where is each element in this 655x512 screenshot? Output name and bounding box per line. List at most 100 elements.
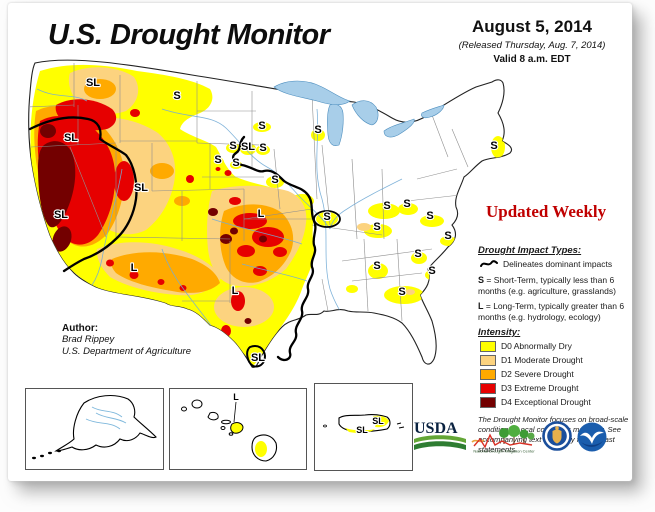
great-lakes bbox=[273, 80, 445, 146]
map-label-s: S bbox=[373, 260, 380, 272]
noaa-sea bbox=[581, 441, 603, 447]
legend-item-d2: D2 Severe Drought bbox=[480, 368, 636, 380]
hawaii-map-label: L bbox=[233, 392, 239, 402]
author-heading: Author: bbox=[62, 323, 99, 334]
valid-time: Valid 8 a.m. EDT bbox=[493, 54, 571, 65]
map-label-sl: SL bbox=[134, 182, 148, 194]
map-label-l: L bbox=[258, 208, 265, 220]
label-pointer-line bbox=[233, 401, 237, 423]
date-block: August 5, 2014 (Released Thursday, Aug. … bbox=[432, 17, 632, 65]
map-label-s: S bbox=[398, 286, 405, 298]
d1-label: D1 Moderate Drought bbox=[501, 355, 583, 366]
map-label-s: S bbox=[428, 265, 435, 277]
legend-item-d1: D1 Moderate Drought bbox=[480, 354, 636, 366]
map-label-s: S bbox=[271, 174, 278, 186]
d3-swatch bbox=[480, 382, 496, 394]
hawaii-svg: L bbox=[181, 391, 278, 462]
hawaii-islands bbox=[181, 399, 234, 436]
map-label-s: S bbox=[490, 140, 497, 152]
map-label-s: S bbox=[232, 157, 239, 169]
short-term-text: = Short-Term, typically less than 6 mont… bbox=[478, 275, 616, 296]
legend-item-d0: D0 Abnormally Dry bbox=[480, 340, 636, 352]
map-label-sl: SL bbox=[251, 352, 265, 364]
drought-monitor-card: U.S. Drought Monitor August 5, 2014 (Rel… bbox=[8, 3, 632, 481]
maui-island bbox=[230, 422, 244, 434]
d4-swatch bbox=[480, 396, 496, 408]
author-name: Brad Rippey bbox=[62, 334, 115, 345]
long-term-text: = Long-Term, typically greater than 6 mo… bbox=[478, 300, 625, 322]
map-label-s: S bbox=[259, 142, 266, 154]
usda-swoosh-dark bbox=[414, 441, 466, 450]
long-term-note: L = Long-Term, typically greater than 6 … bbox=[478, 301, 636, 322]
mona-island bbox=[323, 424, 327, 428]
inset-puerto-rico: SL SL bbox=[314, 383, 413, 471]
delineates-label: Delineates dominant impacts bbox=[503, 259, 613, 269]
usda-logo-text: USDA bbox=[414, 420, 458, 437]
commerce-seal-shield bbox=[552, 429, 562, 444]
map-label-sl: SL bbox=[54, 209, 68, 221]
commerce-seal-crest bbox=[555, 426, 559, 430]
map-label-sl: SL bbox=[64, 132, 78, 144]
release-date: (Released Thursday, Aug. 7, 2014) bbox=[458, 40, 606, 51]
pr-drought-east bbox=[373, 415, 389, 428]
map-label-l: L bbox=[232, 285, 239, 297]
d0-swatch bbox=[480, 340, 496, 352]
d2-label: D2 Severe Drought bbox=[501, 369, 574, 380]
page-title: U.S. Drought Monitor bbox=[48, 19, 330, 51]
aleutian-islands bbox=[32, 449, 61, 460]
alaska-rivers bbox=[85, 406, 127, 430]
map-label-s: S bbox=[323, 211, 330, 223]
state-boundaries bbox=[28, 63, 469, 322]
noaa-circle bbox=[577, 422, 607, 452]
map-date: August 5, 2014 bbox=[472, 17, 592, 36]
alaska-svg bbox=[32, 394, 157, 460]
map-label-s: S bbox=[403, 198, 410, 210]
map-label-sl: SL bbox=[86, 77, 100, 89]
squiggle-icon bbox=[480, 260, 498, 267]
author-block: Author: Brad Rippey U.S. Department of A… bbox=[62, 323, 191, 358]
rivers bbox=[36, 88, 403, 366]
ndmc-caption: National Drought Mitigation Center bbox=[473, 449, 535, 454]
delineates-row: Delineates dominant impacts bbox=[480, 259, 636, 269]
inset-alaska bbox=[25, 388, 164, 470]
ndmc-ekg-line bbox=[473, 433, 533, 449]
map-label-s: S bbox=[229, 140, 236, 152]
pr-drought-south bbox=[345, 428, 375, 433]
east-islands bbox=[396, 422, 405, 429]
d1-swatch bbox=[480, 354, 496, 366]
updated-weekly: Updated Weekly bbox=[486, 202, 607, 221]
long-term-symbol: L bbox=[478, 300, 484, 311]
map-label-s: S bbox=[426, 210, 433, 222]
author-org: U.S. Department of Agriculture bbox=[62, 345, 192, 357]
puerto-rico-svg: SL SL bbox=[323, 414, 405, 436]
pr-map-label-lower: SL bbox=[356, 425, 368, 435]
conus-map: SL S SL SL SL L S S SL S S S S L S S L SL S S S S S S S S S S bbox=[12, 49, 524, 387]
short-term-note: S = Short-Term, typically less than 6 mo… bbox=[478, 275, 636, 296]
usda-swoosh-light bbox=[414, 435, 466, 443]
d4-label: D4 Exceptional Drought bbox=[501, 397, 591, 408]
inset-hawaii: L bbox=[169, 388, 307, 470]
map-label-s: S bbox=[383, 200, 390, 212]
map-label-s: S bbox=[414, 248, 421, 260]
pr-map-label-upper: SL bbox=[372, 416, 384, 426]
intensity-heading: Intensity: bbox=[478, 326, 521, 338]
usda-logo: USDA bbox=[414, 420, 466, 450]
drought-shading bbox=[30, 64, 505, 366]
noaa-logo bbox=[577, 422, 607, 452]
commerce-seal-logo bbox=[542, 421, 572, 451]
map-label-s: S bbox=[173, 90, 180, 102]
map-label-s: S bbox=[314, 124, 321, 136]
d0-label: D0 Abnormally Dry bbox=[501, 341, 572, 352]
map-label-s: S bbox=[373, 221, 380, 233]
noaa-gull bbox=[580, 431, 604, 444]
short-term-symbol: S bbox=[478, 275, 485, 285]
big-island-drought-area bbox=[255, 441, 267, 457]
ndmc-trees bbox=[499, 425, 535, 444]
map-label-sl: SL bbox=[241, 141, 255, 153]
map-label-s: S bbox=[214, 154, 221, 166]
map-label-s: S bbox=[444, 230, 451, 242]
map-label-l: L bbox=[131, 262, 138, 274]
d3-label: D3 Extreme Drought bbox=[501, 383, 579, 394]
